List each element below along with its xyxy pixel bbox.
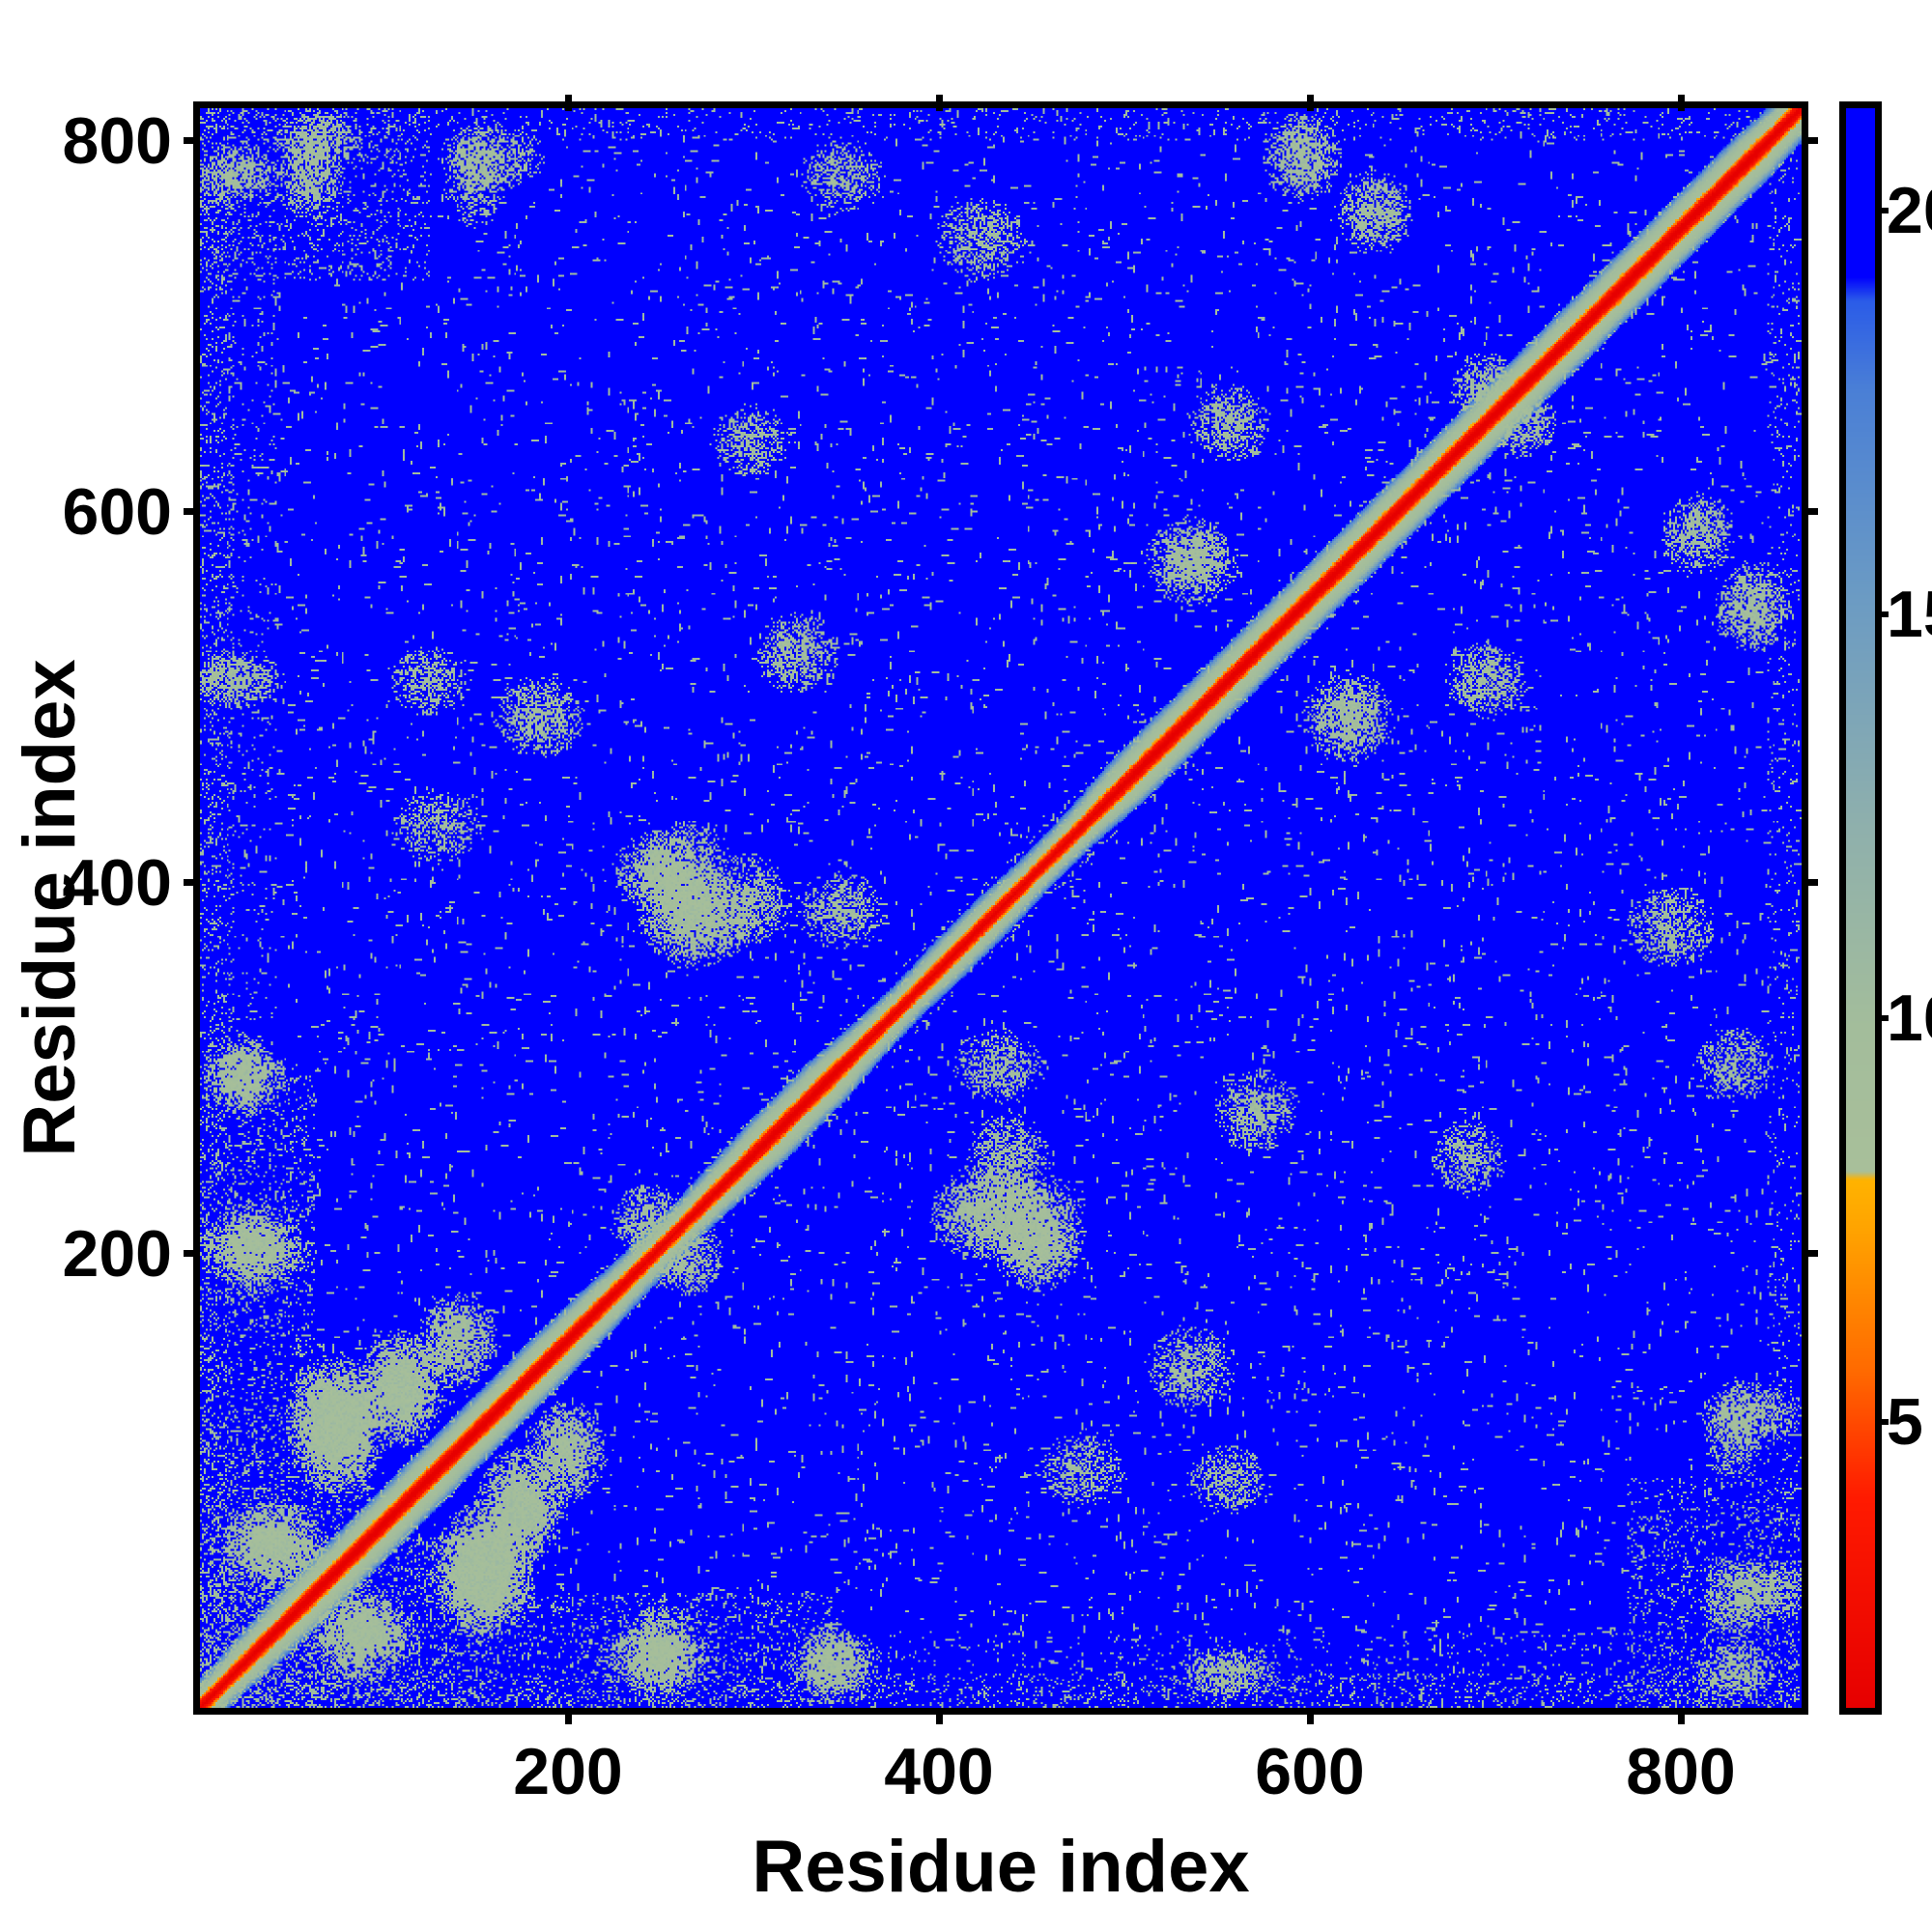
y-tick-left-200 [184,1250,200,1257]
y-axis-title: Residue index [9,659,91,1157]
x-tick-top-600 [1307,95,1314,111]
x-tick-bottom-200 [565,1708,572,1724]
y-tick-left-600 [184,508,200,515]
colorbar-tick-15 [1875,611,1889,617]
colorbar [1839,101,1882,1715]
y-tick-left-400 [184,879,200,886]
y-tick-left-800 [184,137,200,144]
x-ticklabel-600: 600 [1255,1735,1365,1808]
colorbar-ticklabel-10: 10 [1887,981,1932,1055]
y-ticklabel-400: 400 [62,846,172,920]
y-ticklabel-600: 600 [62,475,172,549]
colorbar-tick-10 [1875,1015,1889,1021]
x-ticklabel-200: 200 [513,1735,623,1808]
x-tick-top-800 [1678,95,1685,111]
colorbar-ticklabel-5: 5 [1887,1385,1923,1459]
colorbar-ticklabel-20: 20 [1887,174,1932,247]
colorbar-ticklabel-15: 15 [1887,578,1932,651]
y-ticklabel-800: 800 [62,104,172,178]
x-tick-bottom-600 [1307,1708,1314,1724]
heatmap-plot-area [193,101,1808,1715]
x-ticklabel-400: 400 [884,1735,994,1808]
y-tick-right-600 [1802,508,1818,515]
colorbar-gradient [1846,108,1875,1708]
x-tick-bottom-400 [936,1708,943,1724]
y-tick-right-200 [1802,1250,1818,1257]
x-axis-title: Residue index [752,1826,1250,1908]
x-tick-top-400 [936,95,943,111]
y-ticklabel-200: 200 [62,1217,172,1291]
y-tick-right-800 [1802,137,1818,144]
contact-map-canvas [200,108,1802,1708]
colorbar-tick-5 [1875,1419,1889,1425]
y-tick-right-400 [1802,879,1818,886]
x-tick-top-200 [565,95,572,111]
colorbar-tick-20 [1875,208,1889,213]
x-tick-bottom-800 [1678,1708,1685,1724]
x-ticklabel-800: 800 [1626,1735,1736,1808]
